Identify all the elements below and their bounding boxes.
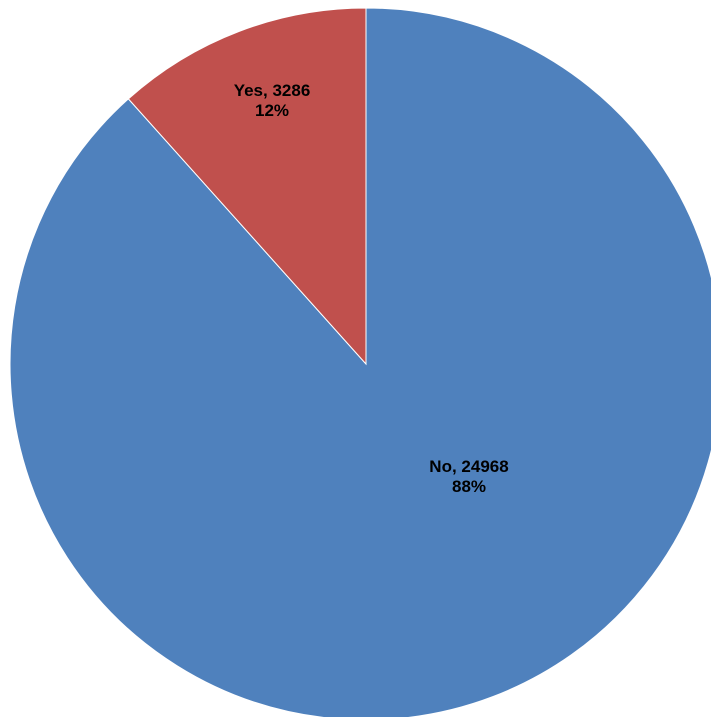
slice-label-no-value: No, 24968 (429, 457, 508, 476)
slice-label-yes-percent: 12% (255, 101, 289, 120)
slices-layer (9, 7, 711, 717)
pie-slice-no (9, 7, 711, 717)
pie-slice-yes (127, 7, 367, 366)
slice-label-yes-value: Yes, 3286 (234, 81, 311, 100)
slice-label-no-percent: 88% (452, 477, 486, 496)
